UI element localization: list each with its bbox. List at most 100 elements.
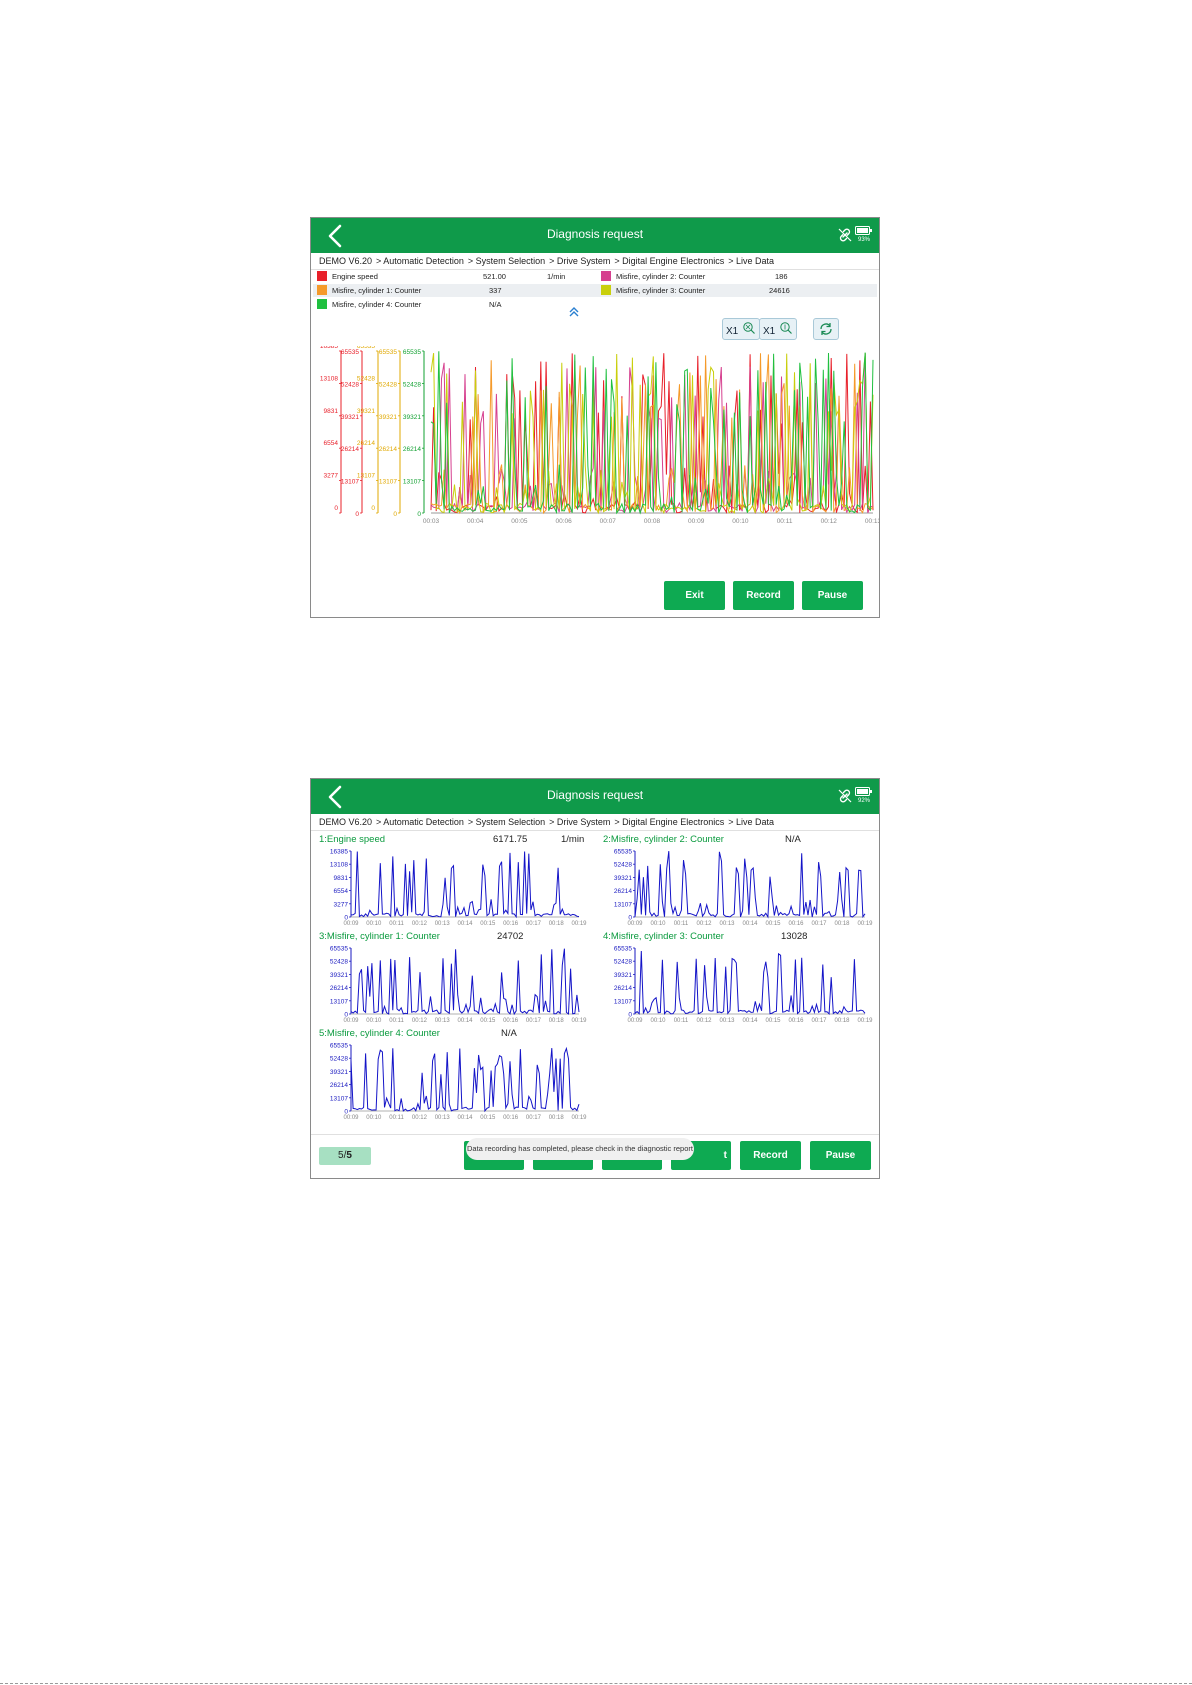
x-tick-label: 00:11 — [389, 1018, 404, 1024]
x-tick-label: 00:10 — [732, 518, 749, 525]
x-tick-label: 00:18 — [549, 1115, 565, 1121]
legend-item-misfire-cyl1[interactable]: Misfire, cylinder 1: Counter — [317, 285, 422, 296]
x-tick-label: 00:11 — [777, 518, 793, 525]
x-tick-label: 00:10 — [650, 921, 666, 927]
x-tick-label: 00:10 — [366, 1018, 382, 1024]
pause-button[interactable]: Pause — [810, 1141, 871, 1170]
page-indicator[interactable]: 5/5 — [319, 1147, 371, 1165]
legend-value: 521.00 — [483, 272, 506, 281]
link-broken-icon[interactable] — [838, 789, 852, 803]
y-tick-label: 13107 — [330, 1095, 348, 1102]
x-tick-label: 00:13 — [435, 921, 451, 927]
y-tick-label: 39321 — [403, 414, 421, 421]
x-tick-label: 00:09 — [627, 921, 643, 927]
y-tick-label: 39321 — [379, 414, 397, 421]
x-tick-label: 00:03 — [423, 518, 440, 525]
x-tick-label: 00:18 — [834, 1018, 850, 1024]
back-arrow-icon[interactable] — [325, 224, 347, 248]
x-tick-label: 00:13 — [435, 1115, 451, 1121]
breadcrumb-item[interactable]: > System Selection — [467, 817, 546, 827]
misfire-cyl4-chart: 0 13107 26214 39321 52428 65535 00:09 00:10 00:1… — [330, 1043, 587, 1122]
pause-button[interactable]: Pause — [802, 581, 863, 610]
collapse-chevron-icon[interactable] — [567, 306, 581, 318]
x-tick-label: 00:17 — [811, 921, 827, 927]
zoom-y-icon — [780, 322, 792, 334]
legend-swatch — [601, 285, 611, 296]
x-tick-label: 00:13 — [719, 921, 735, 927]
divider — [311, 269, 879, 270]
top-bar: Diagnosis request 93% — [311, 218, 879, 253]
zoom-x-label: X1 — [726, 326, 739, 337]
screen-live-data-combined: Diagnosis request 93% DEMO V6.20 > Automa… — [310, 217, 880, 618]
x-tick-label: 00:14 — [457, 1115, 473, 1121]
y-tick-label: 0 — [344, 915, 348, 922]
breadcrumb-item[interactable]: > System Selection — [467, 256, 546, 266]
breadcrumb-item[interactable]: > Automatic Detection — [376, 256, 464, 266]
x-tick-label: 00:11 — [674, 921, 689, 927]
y-tick-label: 65535 — [614, 849, 632, 856]
y-tick-label: 52428 — [330, 1056, 348, 1063]
y-tick-label: 13107 — [341, 479, 359, 486]
divider — [311, 830, 879, 831]
y-tick-label: 65535 — [330, 1043, 348, 1050]
record-button[interactable]: Record — [740, 1141, 801, 1170]
chart-value: N/A — [501, 1028, 517, 1039]
y-tick-label: 13107 — [614, 901, 632, 908]
breadcrumb-item[interactable]: > Drive System — [549, 256, 611, 266]
y-tick-label: 65535 — [330, 946, 348, 953]
y-tick-label: 13108 — [320, 375, 338, 382]
breadcrumb-item[interactable]: > Digital Engine Electronics — [614, 256, 725, 266]
y-tick-label: 52428 — [357, 375, 375, 382]
y-tick-label: 6554 — [334, 888, 349, 895]
y-tick-label: 26214 — [614, 888, 632, 895]
legend-item-misfire-cyl4[interactable]: Misfire, cylinder 4: Counter — [317, 299, 421, 310]
x-tick-label: 00:09 — [343, 921, 359, 927]
breadcrumb-item[interactable]: DEMO V6.20 — [319, 817, 373, 827]
y-tick-label: 26214 — [403, 446, 421, 453]
link-broken-icon[interactable] — [838, 228, 852, 242]
y-tick-label: 26214 — [330, 985, 348, 992]
breadcrumb: DEMO V6.20 > Automatic Detection > System … — [319, 256, 778, 266]
refresh-icon — [820, 323, 832, 335]
y-tick-label: 26214 — [614, 985, 632, 992]
breadcrumb-item: > Live Data — [728, 256, 774, 266]
legend-item-misfire-cyl3[interactable]: Misfire, cylinder 3: Counter — [601, 285, 705, 296]
breadcrumb-item[interactable]: DEMO V6.20 — [319, 256, 373, 266]
y-tick-label: 26214 — [341, 446, 359, 453]
series-line — [430, 351, 874, 515]
x-tick-label: 00:16 — [788, 1018, 804, 1024]
x-tick-label: 00:12 — [412, 1018, 428, 1024]
legend-item-misfire-cyl2[interactable]: Misfire, cylinder 2: Counter — [601, 271, 705, 282]
breadcrumb-item[interactable]: > Digital Engine Electronics — [614, 817, 725, 827]
x-tick-label: 00:07 — [600, 518, 617, 525]
y-tick-label: 0 — [393, 511, 397, 518]
legend-label: Misfire, cylinder 1: Counter — [332, 286, 422, 295]
refresh-button[interactable] — [813, 318, 839, 340]
y-tick-label: 0 — [355, 511, 359, 518]
y-tick-label: 52428 — [341, 381, 359, 388]
y-tick-label: 13107 — [614, 998, 632, 1005]
combined-live-data-chart: 0 3277 6554 9831 13108 16385 0 13107 26214 39321 5… — [320, 346, 879, 525]
x-tick-label: 00:19 — [571, 1115, 587, 1121]
x-tick-label: 00:16 — [503, 1115, 519, 1121]
zoom-x-button[interactable]: X1 — [722, 318, 760, 340]
engine-speed-chart: 0 3277 6554 9831 13108 16385 00:09 00:10 00:11 00… — [330, 849, 587, 928]
breadcrumb-item[interactable]: > Automatic Detection — [376, 817, 464, 827]
record-button[interactable]: Record — [733, 581, 794, 610]
breadcrumb: DEMO V6.20 > Automatic Detection > System … — [319, 817, 778, 827]
legend-item-engine-speed[interactable]: Engine speed — [317, 271, 378, 282]
page-divider — [0, 1683, 1192, 1684]
back-arrow-icon[interactable] — [325, 785, 347, 809]
y-tick-label: 13107 — [357, 473, 375, 480]
breadcrumb-item[interactable]: > Drive System — [549, 817, 611, 827]
x-tick-label: 00:19 — [571, 1018, 587, 1024]
battery-icon: 93% — [855, 224, 873, 248]
exit-button[interactable]: Exit — [664, 581, 725, 610]
chart-title: 5:Misfire, cylinder 4: Counter — [319, 1028, 440, 1039]
x-tick-label: 00:13 — [435, 1018, 451, 1024]
x-tick-label: 00:10 — [650, 1018, 666, 1024]
screen-live-data-split: Diagnosis request 92% DEMO V6.20 > Automa… — [310, 778, 880, 1179]
battery-icon: 92% — [855, 785, 873, 809]
y-tick-label: 16385 — [330, 849, 348, 856]
zoom-y-button[interactable]: X1 — [759, 318, 797, 340]
